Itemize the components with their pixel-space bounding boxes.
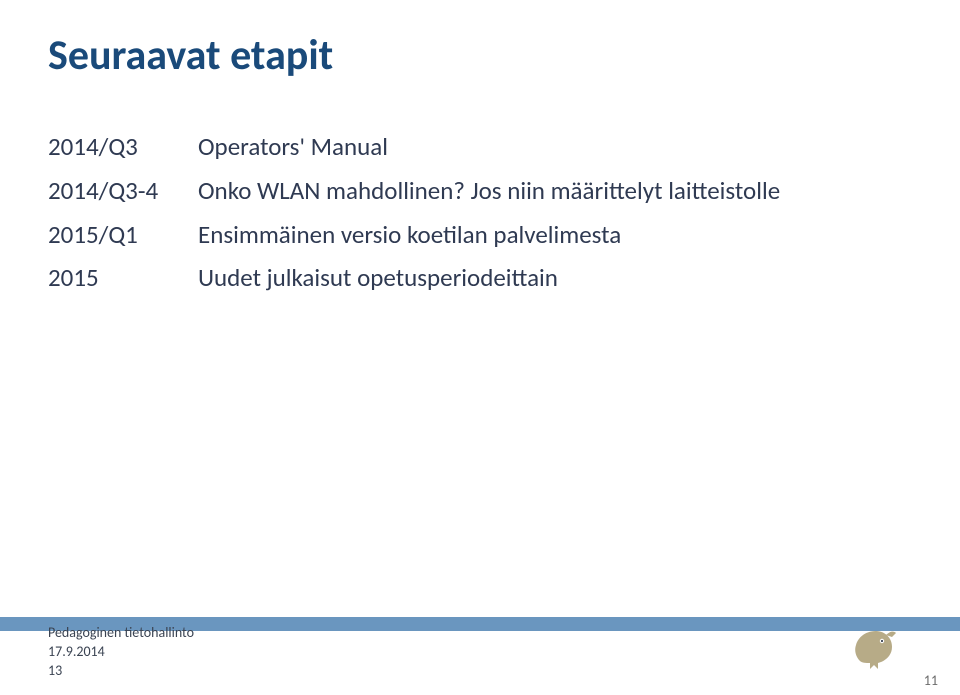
list-item: 2015/Q1 Ensimmäinen versio koetilan palv… [48,218,868,252]
period-label: 2014/Q3 [48,130,198,164]
period-label: 2014/Q3-4 [48,174,198,208]
page-number-left: 13 [48,662,194,681]
list-item: 2014/Q3-4 Onko WLAN mahdollinen? Jos nii… [48,174,868,208]
period-value: Ensimmäinen versio koetilan palvelimesta [198,218,868,252]
period-value: Operators' Manual [198,130,868,164]
bird-icon [842,617,902,673]
slide-title: Seuraavat etapit [48,30,333,81]
period-value: Onko WLAN mahdollinen? Jos niin määritte… [198,174,868,208]
footer-source: Pedagoginen tietohallinto [48,624,194,643]
list-item: 2015 Uudet julkaisut opetusperiodeittain [48,261,868,295]
period-label: 2015/Q1 [48,218,198,252]
footer-date: 17.9.2014 [48,643,194,662]
list-item: 2014/Q3 Operators' Manual [48,130,868,164]
period-value: Uudet julkaisut opetusperiodeittain [198,261,868,295]
period-label: 2015 [48,261,198,295]
page-number-right: 11 [924,672,938,689]
footer-text: Pedagoginen tietohallinto 17.9.2014 13 [48,624,194,681]
slide: Seuraavat etapit 2014/Q3 Operators' Manu… [0,0,960,695]
content-list: 2014/Q3 Operators' Manual 2014/Q3-4 Onko… [48,130,868,305]
